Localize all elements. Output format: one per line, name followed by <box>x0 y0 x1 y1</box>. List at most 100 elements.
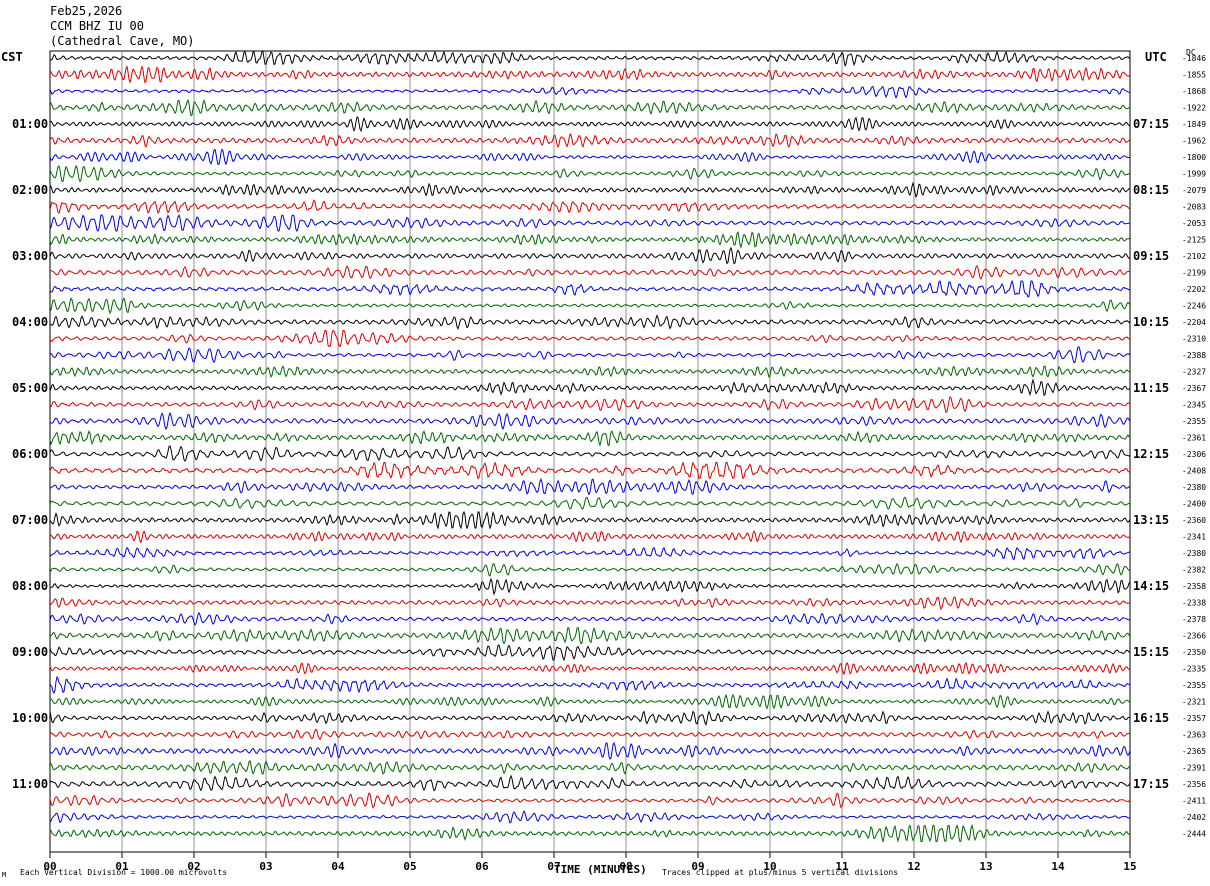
dc-offset-label: -2355 <box>1182 417 1206 426</box>
seismic-trace-row <box>49 214 1131 233</box>
right-timezone-label: UTC <box>1145 50 1167 64</box>
dc-offset-label: -2204 <box>1182 318 1206 327</box>
seismic-trace-row <box>49 496 1131 510</box>
utc-hour-label: 14:15 <box>1133 579 1169 593</box>
seismic-trace-row <box>49 346 1131 364</box>
dc-offset-label: -2358 <box>1182 582 1206 591</box>
cst-hour-label: 01:00 <box>12 117 48 131</box>
dc-offset-label: -1868 <box>1182 87 1206 96</box>
utc-hour-label: 07:15 <box>1133 117 1169 131</box>
x-tick-label: 07 <box>547 860 560 873</box>
dc-offset-label: -2357 <box>1182 714 1206 723</box>
x-tick-label: 11 <box>835 860 849 873</box>
dc-offset-label: -2380 <box>1182 549 1206 558</box>
seismic-trace-row <box>49 264 1131 280</box>
seismic-trace-row <box>49 279 1131 298</box>
dc-offset-label: -2341 <box>1182 533 1206 542</box>
vertical-scale-note: Each Vertical Division = 1000.00 microvo… <box>20 868 228 877</box>
utc-hour-label: 11:15 <box>1133 381 1169 395</box>
utc-hour-label: 13:15 <box>1133 513 1169 527</box>
seismic-trace-row <box>49 133 1131 149</box>
seismic-trace-row <box>49 759 1131 775</box>
dc-offset-label: -2350 <box>1182 648 1206 657</box>
utc-hour-label: 15:15 <box>1133 645 1169 659</box>
seismic-trace-row <box>49 644 1131 662</box>
seismic-trace-row <box>49 445 1131 462</box>
x-tick-label: 10 <box>763 860 776 873</box>
seismic-trace-row <box>49 246 1131 265</box>
seismic-trace-row <box>49 823 1131 844</box>
dc-offset-label: -2408 <box>1182 467 1206 476</box>
dc-offset-label: -1846 <box>1182 54 1206 63</box>
seismic-trace-row <box>49 411 1131 431</box>
seismic-trace-row <box>49 181 1131 199</box>
clipping-note: Traces clipped at plus/minus 5 vertical … <box>662 868 899 877</box>
seismic-trace-row <box>49 297 1131 315</box>
seismic-trace-row <box>49 774 1131 792</box>
seismic-trace-row <box>49 626 1131 645</box>
station-location: (Cathedral Cave, MO) <box>50 34 195 48</box>
x-tick-label: 03 <box>259 860 272 873</box>
x-tick-label: 02 <box>187 860 200 873</box>
seismic-trace-row <box>49 530 1131 544</box>
dc-offset-label: -1849 <box>1182 120 1206 129</box>
utc-hour-label: 12:15 <box>1133 447 1169 461</box>
dc-offset-label: -2365 <box>1182 747 1206 756</box>
dc-offset-label: -2202 <box>1182 285 1206 294</box>
seismic-trace-row <box>49 98 1131 117</box>
seismic-trace-row <box>49 693 1131 710</box>
utc-hour-label: 16:15 <box>1133 711 1169 725</box>
dc-offset-label: -2411 <box>1182 797 1206 806</box>
cst-hour-label: 11:00 <box>12 777 48 791</box>
left-timezone-label: CST <box>1 50 23 64</box>
cst-hour-label: 10:00 <box>12 711 48 725</box>
seismic-trace-row <box>49 65 1131 84</box>
x-tick-label: 01 <box>115 860 129 873</box>
seismic-trace-row <box>49 430 1131 447</box>
plot-date: Feb25,2026 <box>50 4 123 18</box>
seismic-trace-row <box>49 314 1131 330</box>
seismic-trace-row <box>49 365 1131 379</box>
seismic-trace-row <box>49 577 1131 596</box>
seismic-trace-row <box>49 510 1131 530</box>
cst-hour-label: 07:00 <box>12 513 48 527</box>
dc-offset-label: -2246 <box>1182 302 1206 311</box>
seismic-trace-row <box>49 396 1131 414</box>
x-tick-label: 13 <box>979 860 992 873</box>
station-code: CCM BHZ IU 00 <box>50 19 144 33</box>
utc-hour-label: 09:15 <box>1133 249 1169 263</box>
x-tick-label: 08 <box>619 860 632 873</box>
seismic-trace-row <box>49 116 1131 133</box>
seismic-trace-row <box>49 478 1131 496</box>
x-tick-label: 06 <box>475 860 489 873</box>
seismic-trace-row <box>49 728 1131 741</box>
seismic-trace-row <box>49 611 1131 626</box>
cst-hour-label: 06:00 <box>12 447 48 461</box>
dc-offset-label: -2366 <box>1182 632 1206 641</box>
dc-offset-label: -2199 <box>1182 269 1206 278</box>
dc-offset-label: -1999 <box>1182 170 1206 179</box>
cst-hour-label: 08:00 <box>12 579 48 593</box>
dc-offset-label: -2444 <box>1182 830 1206 839</box>
seismic-trace-row <box>49 562 1131 577</box>
cst-hour-label: 03:00 <box>12 249 48 263</box>
seismic-trace-row <box>49 148 1131 166</box>
dc-offset-label: -2402 <box>1182 813 1206 822</box>
x-tick-label: 14 <box>1051 860 1065 873</box>
dc-offset-label: -2367 <box>1182 384 1206 393</box>
seismic-trace-row <box>49 661 1131 676</box>
x-axis-title: TIME (MINUTES) <box>554 863 647 876</box>
dc-offset-label: -2321 <box>1182 698 1206 707</box>
dc-offset-label: -2380 <box>1182 483 1206 492</box>
dc-offset-label: -2338 <box>1182 599 1206 608</box>
dc-offset-label: -1855 <box>1182 71 1206 80</box>
cst-hour-label: 04:00 <box>12 315 48 329</box>
dc-offset-label: -2345 <box>1182 401 1206 410</box>
seismic-trace-row <box>49 329 1131 348</box>
dc-offset-label: -2363 <box>1182 731 1206 740</box>
seismic-trace-row <box>49 546 1131 561</box>
dc-offset-label: -2306 <box>1182 450 1206 459</box>
seismic-trace-row <box>49 792 1131 809</box>
x-tick-label: 12 <box>907 860 920 873</box>
dc-offset-label: -2102 <box>1182 252 1206 261</box>
